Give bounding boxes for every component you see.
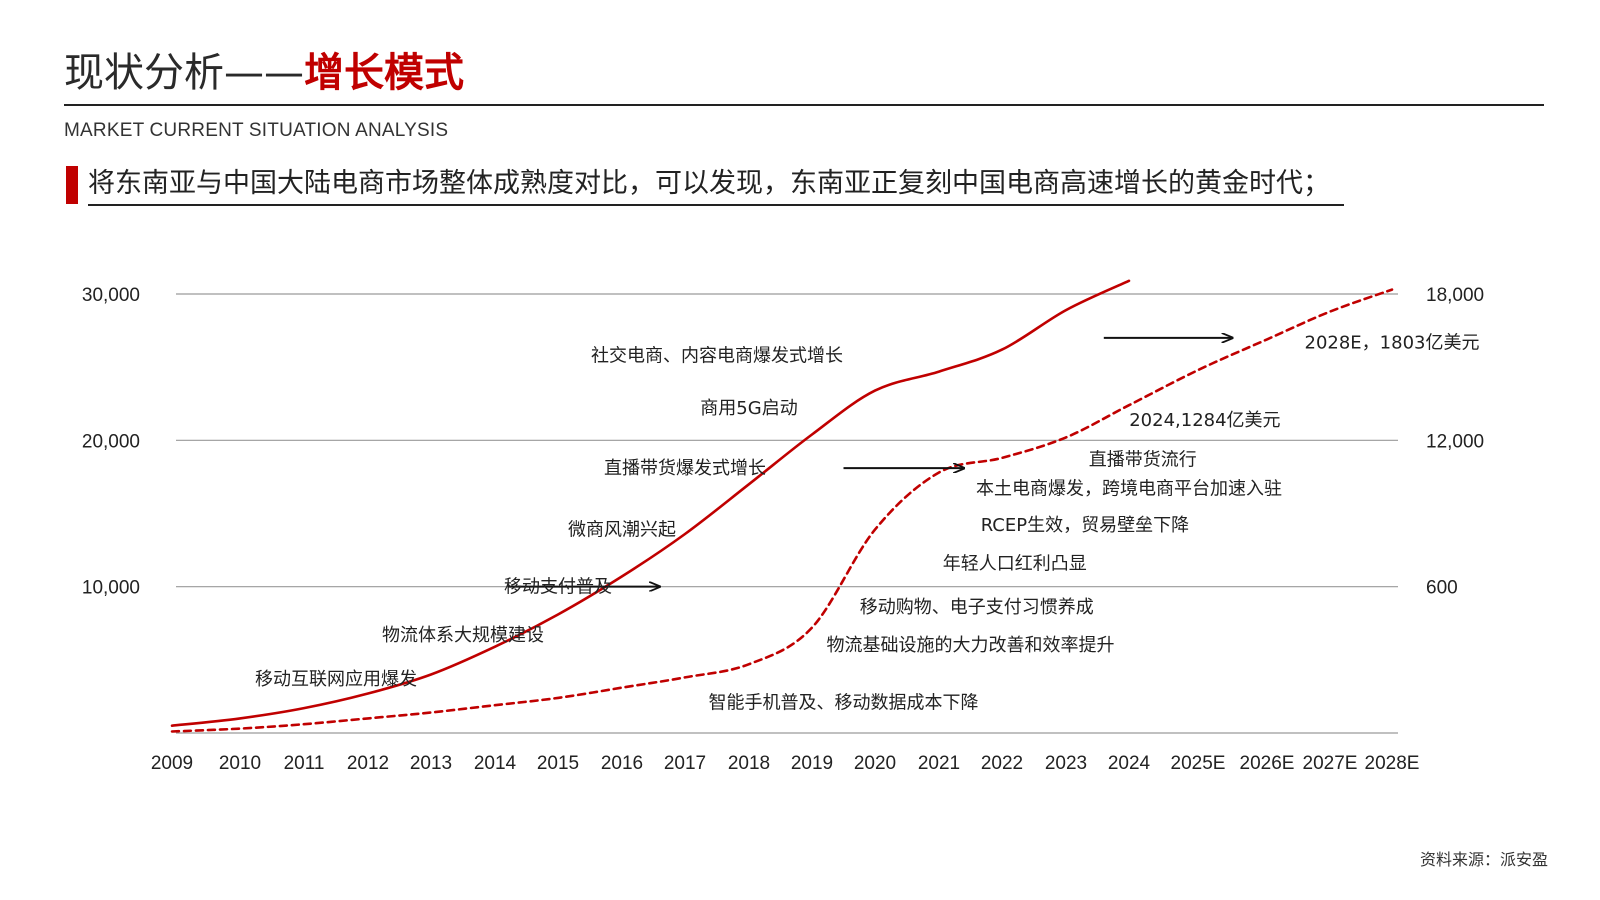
- series-line-solid: [170, 279, 1131, 727]
- page-title-accent: 增长模式: [304, 50, 464, 96]
- page-title: 现状分析——增长模式: [64, 48, 464, 98]
- x-axis-tick-label: 2020: [854, 753, 896, 774]
- page-title-prefix: 现状分析——: [64, 50, 304, 96]
- chart-annotation: 直播带货流行: [1089, 449, 1197, 470]
- y-axis-right-tick-label: 600: [1426, 578, 1458, 599]
- chart-annotation: 年轻人口红利凸显: [943, 553, 1087, 574]
- x-axis-tick-label: 2012: [347, 753, 389, 774]
- chart-annotation: RCEP生效，贸易壁垒下降: [981, 515, 1189, 536]
- x-axis-tick-label: 2019: [791, 753, 833, 774]
- y-axis-left-tick-label: 20,000: [82, 431, 140, 452]
- x-axis-tick-label: 2010: [219, 753, 261, 774]
- x-axis-tick-label: 2025E: [1171, 753, 1226, 774]
- chart-annotation: 移动支付普及: [504, 577, 612, 598]
- source-note: 资料来源：派安盈: [1419, 850, 1548, 869]
- x-axis-tick-label: 2027E: [1303, 753, 1358, 774]
- page-subtitle: MARKET CURRENT SITUATION ANALYSIS: [64, 120, 449, 141]
- x-axis-tick-label: 2015: [537, 753, 579, 774]
- x-axis-tick-label: 2023: [1045, 753, 1087, 774]
- chart-annotation: 商用5G启动: [700, 398, 797, 419]
- chart-annotation: 社交电商、内容电商爆发式增长: [591, 345, 843, 366]
- x-axis-tick-label: 2011: [284, 753, 325, 774]
- x-axis-tick-label: 2016: [601, 753, 643, 774]
- title-divider: [64, 104, 1544, 106]
- y-axis-right-tick-label: 18,000: [1426, 285, 1484, 306]
- y-axis-left-tick-label: 30,000: [82, 285, 140, 306]
- headline-accent-bar: [66, 166, 78, 204]
- x-axis-tick-label: 2013: [410, 753, 452, 774]
- chart-annotation: 微商风潮兴起: [568, 520, 676, 541]
- x-axis-tick-label: 2021: [918, 753, 960, 774]
- x-axis-tick-label: 2017: [664, 753, 706, 774]
- chart-annotation: 移动互联网应用爆发: [255, 669, 417, 690]
- chart-annotation: 物流体系大规模建设: [382, 625, 544, 646]
- chart-annotation: 物流基础设施的大力改善和效率提升: [827, 635, 1115, 656]
- series-line-dashed: [170, 288, 1394, 733]
- chart-annotation: 智能手机普及、移动数据成本下降: [709, 692, 979, 713]
- x-axis-tick-label: 2026E: [1240, 753, 1295, 774]
- x-axis-tick-label: 2024: [1108, 753, 1151, 774]
- y-axis-right-tick-label: 12,000: [1426, 431, 1484, 452]
- x-axis-tick-label: 2018: [728, 753, 770, 774]
- chart-annotation: 2024,1284亿美元: [1129, 410, 1280, 431]
- y-axis-left-tick-label: 10,000: [82, 578, 140, 599]
- chart-annotation: 2028E，1803亿美元: [1305, 332, 1480, 353]
- chart-annotation: 直播带货爆发式增长: [604, 458, 766, 479]
- headline-text: 将东南亚与中国大陆电商市场整体成熟度对比，可以发现，东南亚正复刻中国电商高速增长…: [88, 164, 1344, 206]
- chart-annotation: 移动购物、电子支付习惯养成: [860, 597, 1094, 618]
- x-axis-tick-label: 2014: [474, 753, 517, 774]
- x-axis-tick-label: 2022: [981, 753, 1023, 774]
- chart-annotation: 本土电商爆发，跨境电商平台加速入驻: [976, 479, 1282, 500]
- x-axis-tick-label: 2028E: [1365, 753, 1420, 774]
- x-axis-tick-label: 2009: [151, 753, 193, 774]
